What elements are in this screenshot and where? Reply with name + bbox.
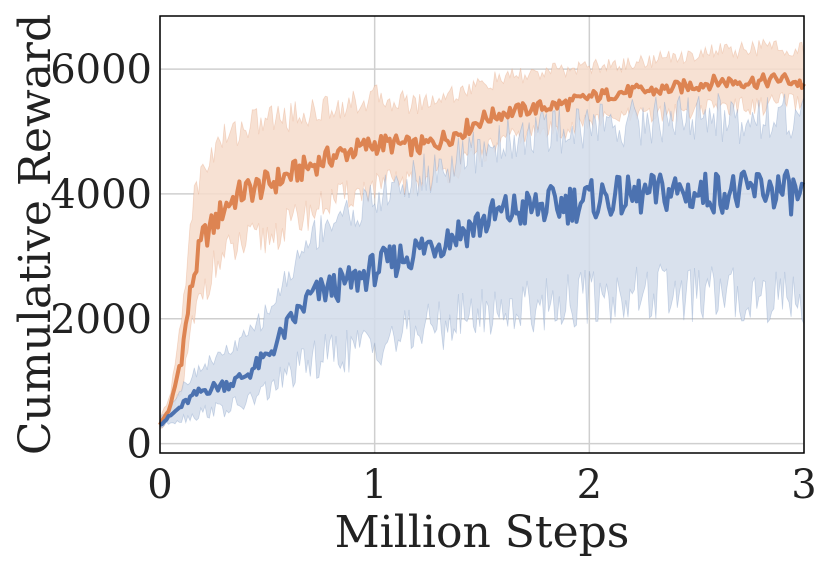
series-lines bbox=[158, 72, 806, 427]
y-tick-label-2: 4000 bbox=[50, 172, 152, 218]
x-tick-labels: 0 1 2 3 bbox=[147, 462, 816, 508]
x-tick-label-2: 2 bbox=[577, 462, 602, 508]
x-axis-label: Million Steps bbox=[335, 507, 630, 558]
y-axis-label: Cumulative Reward bbox=[10, 14, 61, 455]
line-series-0 bbox=[158, 72, 806, 426]
y-tick-label-0: 0 bbox=[127, 422, 152, 468]
plot-frame bbox=[159, 15, 805, 454]
y-tick-labels: 0 2000 4000 6000 bbox=[50, 47, 152, 468]
x-tick-label-1: 1 bbox=[362, 462, 387, 508]
x-tick-label-3: 3 bbox=[791, 462, 816, 508]
line-series-1 bbox=[159, 168, 806, 427]
x-tick-label-0: 0 bbox=[147, 462, 172, 508]
y-tick-label-1: 2000 bbox=[50, 297, 152, 343]
y-tick-label-3: 6000 bbox=[50, 47, 152, 93]
